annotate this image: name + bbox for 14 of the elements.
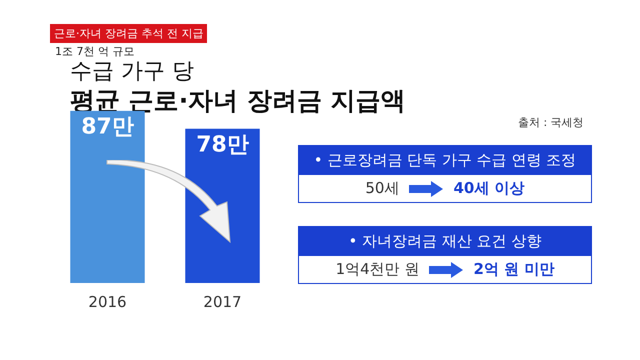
text: 40세 이상 — [453, 179, 525, 197]
text: 1조 7천 억 규모 — [55, 44, 134, 59]
source-note: 출처 : 국세청 — [518, 115, 584, 130]
x-tick-label: 2016 — [88, 292, 127, 311]
text: 50세 — [365, 179, 400, 197]
text: 근로·자녀 장려금 추석 전 지급 — [50, 24, 208, 43]
text: • 근로장려금 단독 가구 수급 연령 조정 — [299, 146, 591, 175]
chart-subtitle: 수급 가구 당 — [70, 59, 194, 84]
text: • 자녀장려금 재산 요건 상향 — [299, 227, 591, 256]
data-label: 87만 — [81, 114, 134, 140]
text: 1억4천만 원 — [336, 260, 420, 278]
x-tick-label: 2017 — [203, 292, 242, 311]
data-label: 78만 — [196, 132, 249, 158]
text: 2억 원 미만 — [473, 260, 554, 278]
